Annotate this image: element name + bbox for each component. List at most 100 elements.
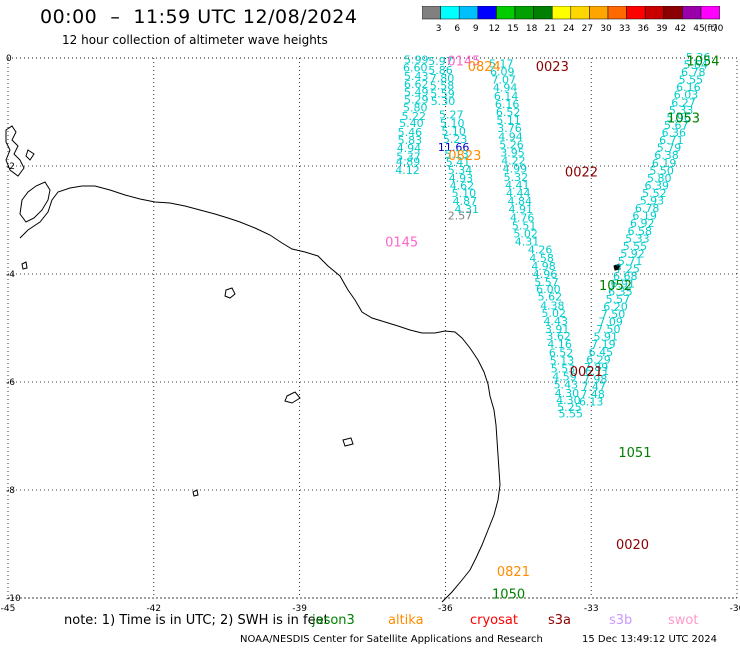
wave-height-value: 6.38 xyxy=(654,149,679,162)
wave-height-value: 4.99 xyxy=(503,163,528,176)
wave-height-value: 7.80 xyxy=(430,72,455,85)
wave-height-value: 6.39 xyxy=(645,179,670,192)
wave-height-value: 6.92 xyxy=(630,217,655,230)
wave-height-value: 6.52 xyxy=(496,106,521,119)
legend-cryosat: cryosat xyxy=(470,613,518,628)
wave-height-value: 6.36 xyxy=(662,127,687,140)
wave-height-value: 5.96 xyxy=(666,111,691,124)
wave-height-value: 5.62 xyxy=(538,291,563,304)
wave-height-value: 5.27 xyxy=(439,109,464,122)
pass-time-label: 0823 xyxy=(448,149,481,164)
wave-height-value: 4.31 xyxy=(515,236,540,249)
pass-time-label: 1050 xyxy=(492,588,525,603)
offshore-islet xyxy=(613,263,621,271)
wave-height-value: 7.89 xyxy=(584,361,609,374)
y-tick-label: -6 xyxy=(6,378,15,388)
wave-height-value: 4.41 xyxy=(505,179,530,192)
wave-height-value: 4.94 xyxy=(397,142,422,155)
wave-height-value: 7.50 xyxy=(601,308,626,321)
wave-height-value: 6.00 xyxy=(536,283,561,296)
wave-height-value: 4.59 xyxy=(552,371,577,384)
wave-height-value: 5.71 xyxy=(618,255,643,268)
wave-height-value: 3.95 xyxy=(500,147,525,160)
y-tick-label: -10 xyxy=(6,594,21,604)
y-tick-label: -4 xyxy=(6,270,15,280)
wave-height-value: 3.91 xyxy=(545,323,570,336)
wave-height-value: 5.67 xyxy=(664,119,689,132)
wave-height-value: 4.84 xyxy=(508,195,533,208)
coastline xyxy=(5,125,621,603)
wave-height-value: 5.32 xyxy=(504,171,529,184)
axis-tick-labels: -45 -42 -39 -36 -33 -30 0 -2 -4 -6 -8 -10 xyxy=(1,54,740,614)
wave-height-value: 5.29 xyxy=(404,94,429,107)
pass-time-label: 0023 xyxy=(536,60,569,75)
scale-label-24: 24 xyxy=(563,24,575,34)
wave-height-value: 5.53 xyxy=(551,363,576,376)
map-frame xyxy=(7,57,738,599)
wave-height-value: 4.12 xyxy=(395,164,420,177)
wave-height-value: 6.71 xyxy=(659,134,684,147)
scale-unit: (ft) xyxy=(704,24,718,34)
scale-label-12: 12 xyxy=(489,24,500,34)
wave-height-value: 5.50 xyxy=(649,164,674,177)
x-tick-label: -33 xyxy=(584,604,599,614)
wave-height-value: 5.51 xyxy=(512,219,537,232)
wave-height-value: 6.58 xyxy=(628,225,653,238)
wave-height-value: 6.19 xyxy=(652,157,677,170)
wave-height-value: 4.30 xyxy=(556,394,581,407)
wave-height-value: 5.91 xyxy=(594,331,619,344)
wave-height-value: 5.86 xyxy=(428,64,453,77)
wave-height-value: 5.11 xyxy=(496,114,521,127)
credit-text: NOAA/NESDIS Center for Satellite Applica… xyxy=(240,634,543,645)
wave-height-value: 4.26 xyxy=(528,244,553,257)
wave-height-value: 5.55 xyxy=(623,240,648,253)
wave-height-value: 6.20 xyxy=(603,300,628,313)
scale-label-15: 15 xyxy=(507,24,518,34)
wave-height-value: 5.83 xyxy=(398,134,423,147)
wave-height-value: 11.66 xyxy=(438,141,470,154)
wave-height-value: 5.40 xyxy=(399,117,424,130)
wave-height-value: 5.46 xyxy=(398,126,423,139)
wave-height-value: 4.94 xyxy=(498,130,523,143)
wave-height-value: 5.58 xyxy=(430,80,455,93)
y-tick-label: -8 xyxy=(6,486,15,496)
wave-height-value: 5.97 xyxy=(428,55,453,68)
wave-height-value: 6.29 xyxy=(586,353,611,366)
wave-height-value: 5.13 xyxy=(444,148,469,161)
scale-label-9: 9 xyxy=(473,24,479,34)
wave-height-value: 4.76 xyxy=(510,211,535,224)
scale-label-27: 27 xyxy=(582,24,593,34)
wave-height-value: 6.91 xyxy=(611,278,636,291)
wave-height-value: 6.45 xyxy=(589,346,614,359)
pass-time-label: 1052 xyxy=(599,279,632,294)
inland-lake-5 xyxy=(192,489,199,497)
x-tick-label: -39 xyxy=(292,604,307,614)
x-tick-label: -42 xyxy=(146,604,161,614)
wave-height-value: 5.99 xyxy=(404,54,429,67)
scale-label-6: 6 xyxy=(454,24,460,34)
pass-time-label: 0145 xyxy=(385,236,418,251)
wave-height-value: 5.57 xyxy=(606,293,631,306)
pass-time-label: 1054 xyxy=(686,55,719,70)
wave-height-value: 6.52 xyxy=(549,346,574,359)
wave-height-value: 5.23 xyxy=(443,133,468,146)
wave-height-value: 7.07 xyxy=(491,74,516,87)
inland-lake-3 xyxy=(342,437,354,447)
wave-height-value: 7.47 xyxy=(581,380,606,393)
wave-height-value: 4.22 xyxy=(501,155,526,168)
pass-time-label: 0821 xyxy=(497,565,530,580)
scale-label-3: 3 xyxy=(436,24,442,34)
scale-label-42: 42 xyxy=(675,24,686,34)
wave-height-value: 4.98 xyxy=(531,260,556,273)
wave-height-value: 6.03 xyxy=(674,89,699,102)
wave-height-value: 5.64 xyxy=(683,58,708,71)
pass-time-label: 0022 xyxy=(565,165,598,180)
wave-height-value: 7.48 xyxy=(580,388,605,401)
inland-lake-4 xyxy=(21,261,28,270)
scale-label-33: 33 xyxy=(619,24,630,34)
wave-height-values: 5.99 5.976.60 5.865.43 7.806.62 5.585.49 5.59… xyxy=(395,51,710,420)
wave-height-value: 4.31 xyxy=(455,203,480,216)
wave-height-value: 4.94 xyxy=(493,82,518,95)
wave-height-value: 4.91 xyxy=(508,203,533,216)
wave-height-value: 5.43 xyxy=(554,379,579,392)
